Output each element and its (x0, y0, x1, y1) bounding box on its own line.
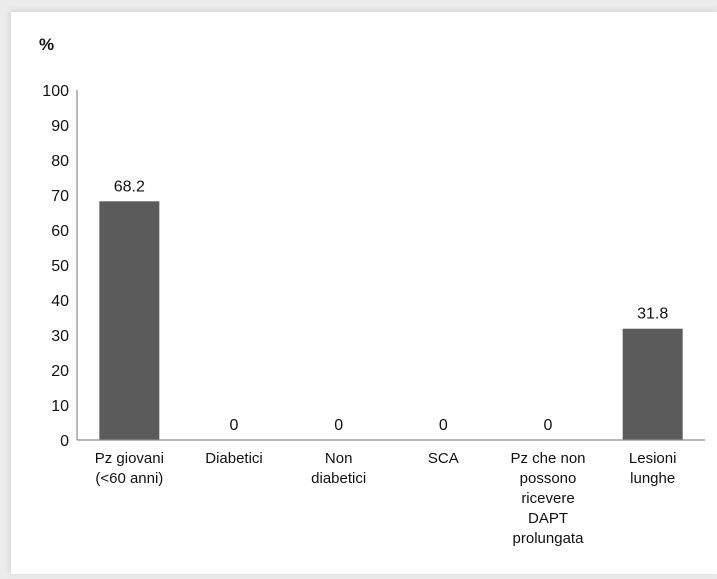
bar-value-label: 0 (439, 417, 448, 434)
x-category-label: Lesioni lunghe (629, 450, 677, 487)
x-axis: Pz giovani (<60 anni) Diabetici Non diabetic… (77, 439, 705, 547)
y-tick-label: 0 (60, 433, 69, 450)
y-axis: 0 10 20 30 40 50 60 70 80 90 100 (42, 83, 78, 450)
bar-value-label: 0 (230, 417, 239, 434)
bar-chart: % 0 10 20 30 40 50 60 70 80 90 100 68.2 0 0 0 0 31.8 Pz… (39, 35, 705, 547)
value-labels: 68.2 0 0 0 0 31.8 (114, 178, 669, 434)
y-axis-label: % (39, 35, 54, 54)
y-tick-label: 80 (51, 153, 69, 170)
y-tick-label: 40 (51, 293, 69, 310)
x-category-label: Pz giovani (<60 anni) (95, 450, 164, 487)
y-tick-label: 60 (51, 223, 69, 240)
x-category-label: Pz che non possono ricevere DAPT prolungata (510, 450, 585, 547)
x-category-label: Non diabetici (311, 450, 366, 487)
x-category-label: Diabetici (205, 450, 263, 467)
y-tick-label: 50 (51, 258, 69, 275)
y-tick-label: 100 (42, 83, 69, 100)
bar (99, 201, 160, 440)
chart-card: % 0 10 20 30 40 50 60 70 80 90 100 68.2 0 0 0 0 31.8 Pz… (11, 12, 717, 574)
y-tick-label: 30 (51, 328, 69, 345)
bar-value-label: 31.8 (637, 306, 668, 323)
bar-value-label: 68.2 (114, 178, 145, 195)
y-tick-label: 20 (51, 363, 69, 380)
bar (622, 328, 683, 440)
bar-value-label: 0 (544, 417, 553, 434)
y-tick-label: 90 (51, 118, 69, 135)
bar-value-label: 0 (334, 417, 343, 434)
y-tick-label: 10 (51, 398, 69, 415)
x-category-label: SCA (428, 450, 459, 467)
y-tick-label: 70 (51, 188, 69, 205)
bars (99, 201, 683, 440)
